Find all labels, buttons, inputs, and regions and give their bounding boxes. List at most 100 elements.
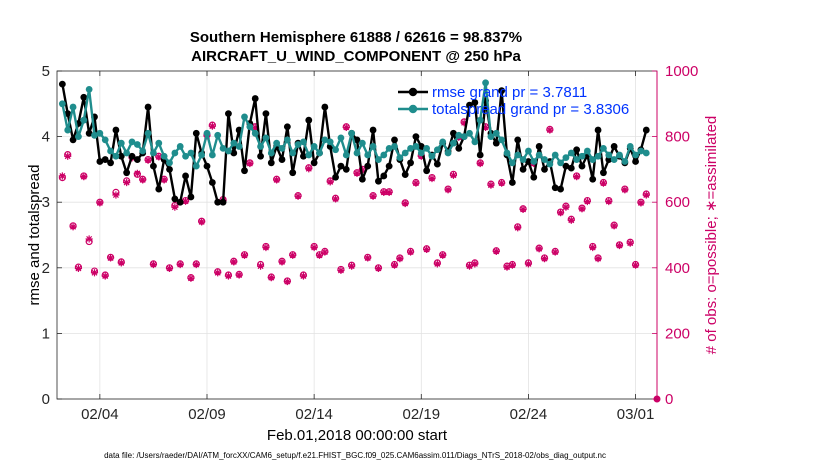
chart-title: Southern Hemisphere 61888 / 62616 = 98.8… <box>190 29 522 46</box>
totalspread-point <box>621 158 629 165</box>
rmse-point <box>278 156 286 163</box>
obs-assimilated-point <box>589 243 597 252</box>
rmse-point <box>380 172 388 180</box>
rmse-point <box>498 87 506 95</box>
totalspread-point <box>326 138 334 146</box>
rmse-point <box>594 126 602 134</box>
obs-assimilated-point <box>214 269 222 277</box>
rmse-point <box>433 160 441 168</box>
y-axis-label-right: # of obs: o=possible; ∗=assimilated <box>703 116 720 355</box>
obs-assimilated-point <box>331 195 340 203</box>
obs-assimilated-point <box>503 263 511 271</box>
obs-assimilated-point <box>546 126 554 134</box>
obs-assimilated-point <box>337 266 345 275</box>
totalspread-point <box>589 156 597 163</box>
series-layer <box>58 79 661 403</box>
rmse-point <box>300 152 307 160</box>
totalspread-point <box>176 143 184 150</box>
obs-assimilated-point <box>348 262 356 270</box>
y-tick-label-right: 0 <box>665 391 673 408</box>
obs-assimilated-point <box>289 251 297 259</box>
totalspread-point <box>310 143 318 150</box>
obs-assimilated-point <box>439 251 447 259</box>
obs-assimilated-point <box>433 260 441 268</box>
rmse-point <box>407 159 414 167</box>
rmse-point <box>283 123 291 131</box>
rmse-point <box>364 162 372 170</box>
totalspread-point <box>353 149 361 157</box>
totalspread-point <box>471 138 479 146</box>
obs-assimilated-point <box>487 181 495 189</box>
totalspread-point <box>283 136 291 144</box>
rmse-point <box>101 156 109 163</box>
rmse-point <box>182 172 189 180</box>
obs-assimilated-point <box>390 261 399 269</box>
obs-assimilated-point <box>385 188 393 196</box>
obs-assimilated-point <box>235 271 243 279</box>
totalspread-point <box>385 145 393 152</box>
totalspread-point <box>150 149 157 157</box>
totalspread-point <box>594 152 602 160</box>
rmse-point <box>466 101 473 109</box>
obs-assimilated-point <box>176 260 184 269</box>
obs-assimilated-point <box>101 272 109 280</box>
totalspread-point <box>626 143 634 150</box>
totalspread-point <box>503 149 511 157</box>
totalspread-point <box>482 79 489 87</box>
rmse-point <box>289 169 297 177</box>
rmse-point <box>128 152 136 160</box>
obs-assimilated-point <box>615 241 624 250</box>
totalspread-point <box>444 149 452 157</box>
obs-assimilated-point <box>449 171 458 179</box>
x-tick-label: 02/24 <box>510 406 548 423</box>
obs-assimilated-point <box>567 216 575 224</box>
y-tick-label: 2 <box>42 260 50 277</box>
rmse-point <box>455 145 463 152</box>
totalspread-point <box>300 138 307 146</box>
obs-assimilated-point <box>428 174 436 183</box>
totalspread-point <box>573 156 581 163</box>
obs-assimilated-point <box>508 261 516 269</box>
totalspread-point <box>160 152 168 160</box>
obs-assimilated-point <box>133 169 141 177</box>
totalspread-point <box>530 158 538 165</box>
totalspread-point <box>557 159 564 167</box>
obs-assimilated-point <box>246 159 254 168</box>
totalspread-point <box>182 152 189 160</box>
rmse-point <box>257 152 264 160</box>
rmse-point <box>358 175 366 183</box>
totalspread-point <box>567 149 575 157</box>
obs-assimilated-point <box>123 178 131 187</box>
rmse-point <box>203 162 211 170</box>
totalspread-point <box>208 151 216 159</box>
rmse-point <box>525 158 532 165</box>
totalspread-point <box>192 162 200 170</box>
totalspread-point <box>91 131 98 139</box>
totalspread-point <box>133 141 141 148</box>
rmse-point <box>150 162 157 170</box>
rmse-point <box>567 164 575 172</box>
totalspread-point <box>85 85 93 93</box>
totalspread-point <box>117 139 125 147</box>
obs-assimilated-point <box>283 277 291 286</box>
obs-assimilated-point <box>481 123 490 132</box>
rmse-point <box>514 136 522 144</box>
obs-assimilated-point <box>112 191 120 199</box>
totalspread-point <box>519 156 527 163</box>
obs-assimilated-point <box>605 197 613 206</box>
totalspread-point <box>407 145 414 152</box>
totalspread-point <box>541 156 548 163</box>
y-tick-label-right: 600 <box>665 194 690 211</box>
totalspread-point <box>498 136 506 144</box>
totalspread-point <box>369 143 377 150</box>
totalspread-point <box>487 133 495 141</box>
rmse-point <box>208 179 216 186</box>
totalspread-point <box>251 129 259 137</box>
data-file-footer: data file: /Users/raeder/DAI/ATM_forcXX/… <box>104 451 606 460</box>
rmse-point <box>176 198 184 206</box>
obs-assimilated-point <box>273 176 281 184</box>
obs-assimilated-point <box>396 255 404 263</box>
obs-assimilated-point <box>380 188 388 196</box>
totalspread-point <box>637 147 645 155</box>
totalspread-point <box>155 139 163 147</box>
